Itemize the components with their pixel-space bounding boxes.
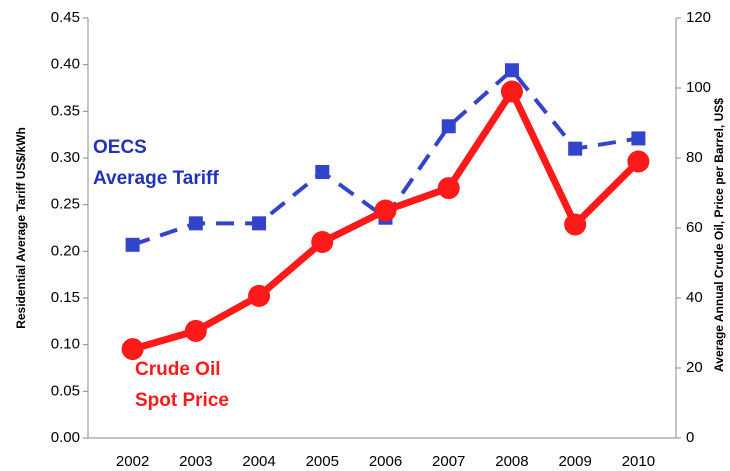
annotation: Spot Price	[135, 390, 229, 411]
y2-tick-label: 80	[686, 149, 703, 166]
y-tick-label: 0.30	[51, 149, 80, 166]
annotation: OECS	[93, 137, 147, 158]
series-marker	[500, 80, 523, 103]
y-axis-label: Residential Average Tariff US$/kWh	[14, 127, 28, 329]
y-tick-label: 0.40	[51, 56, 80, 73]
x-tick-label: 2007	[432, 453, 465, 470]
y2-tick-label: 60	[686, 219, 703, 236]
series-marker	[121, 338, 144, 361]
y-tick-label: 0.25	[51, 196, 80, 213]
y2-axis-label: Average Annual Crude Oil, Price per Barr…	[712, 98, 726, 372]
y2-tick-label: 0	[686, 429, 694, 446]
series-marker	[504, 63, 519, 78]
x-tick-label: 2010	[622, 453, 655, 470]
x-tick-label: 2008	[495, 453, 528, 470]
series-marker	[311, 231, 334, 253]
series-marker	[568, 141, 583, 156]
x-tick-label: 2004	[242, 453, 275, 470]
x-tick-label: 2006	[369, 453, 402, 470]
y2-tick-label: 120	[686, 9, 711, 26]
y-tick-label: 0.20	[51, 242, 80, 259]
series-marker	[184, 319, 207, 342]
series-line	[131, 68, 639, 247]
series-marker	[125, 237, 140, 252]
y-tick-label: 0.15	[51, 289, 80, 306]
series-marker	[631, 131, 646, 146]
series-marker	[315, 165, 330, 179]
y2-tick-label: 40	[686, 289, 703, 306]
y-tick-label: 0.00	[51, 429, 80, 446]
y2-tick-label: 20	[686, 359, 703, 376]
y-tick-label: 0.45	[51, 9, 80, 26]
annotation: Average Tariff	[93, 168, 219, 189]
x-tick-label: 2005	[306, 453, 339, 470]
x-tick-label: 2009	[558, 453, 591, 470]
series-marker	[437, 177, 460, 200]
series-marker	[188, 216, 203, 231]
series-marker	[627, 150, 650, 173]
y-tick-label: 0.05	[51, 382, 80, 399]
series-marker	[248, 284, 271, 307]
series-marker	[564, 213, 587, 236]
annotation: Crude Oil	[135, 359, 221, 380]
x-tick-label: 2003	[179, 453, 212, 470]
x-tick-label: 2002	[116, 453, 149, 470]
y-tick-label: 0.35	[51, 102, 80, 119]
series-marker	[374, 199, 397, 222]
series-marker	[441, 119, 456, 134]
series-marker	[252, 216, 267, 231]
y-tick-label: 0.10	[51, 336, 80, 353]
y2-tick-label: 100	[686, 79, 711, 96]
